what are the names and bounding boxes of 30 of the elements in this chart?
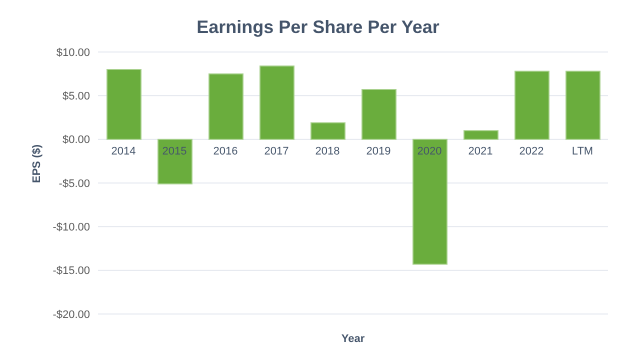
y-tick-label: -$5.00 [58,178,90,190]
x-tick-label: 2018 [315,145,340,158]
y-axis-title: EPS ($) [30,144,43,183]
bar [310,122,346,140]
bar [260,65,294,140]
bar [514,70,550,140]
x-tick-label: 2016 [213,145,238,158]
y-tick-label: $5.00 [62,90,90,103]
y-tick-label: $0.00 [62,134,90,146]
x-tick-label: 2022 [519,145,544,158]
bar [566,70,600,140]
y-tick-label: -$20.00 [52,308,90,321]
x-tick-label: 2019 [366,145,391,158]
x-tick-label: 2021 [468,145,493,158]
y-tick-label: $10.00 [56,46,90,59]
x-tick-label: 2017 [264,145,289,158]
x-tick-label: LTM [572,145,594,158]
bar [208,73,244,140]
chart-title: Earnings Per Share Per Year [196,16,440,39]
bar [412,138,448,265]
bar [158,138,192,184]
x-tick-label: 2015 [162,145,187,158]
bar [362,89,396,140]
x-tick-label: 2014 [111,145,136,158]
bar [464,130,498,140]
y-tick-label: -$10.00 [52,222,90,234]
bar [106,68,142,140]
y-tick-label: -$15.00 [52,265,90,278]
x-tick-label: 2020 [417,145,442,158]
x-axis-title: Year [341,333,366,345]
